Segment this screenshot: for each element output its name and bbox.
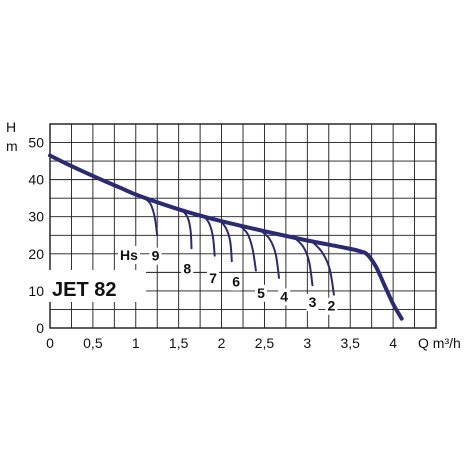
x-tick-label: 2: [218, 335, 226, 351]
curve-labels: 987 65 4 3 2: [149, 247, 338, 315]
suction-label-background: [278, 288, 291, 306]
suction-label-background: [306, 294, 319, 312]
suction-label-4: 4: [280, 288, 288, 304]
x-tick-label: 4: [389, 335, 397, 351]
x-tick-label: 0: [46, 335, 54, 351]
suction-curve-3: [293, 236, 314, 287]
suction-curve-2: [310, 240, 335, 296]
suction-label-6: 6: [232, 274, 240, 290]
chart-curves: [48, 153, 404, 321]
suction-label-background: [206, 269, 219, 287]
suction-label-2: 2: [327, 298, 335, 314]
model-label: JET 82: [52, 279, 116, 301]
x-tick-label: 3,5: [340, 335, 360, 351]
y-axis-label-unit: m: [6, 138, 18, 154]
x-tick-label: 1: [132, 335, 140, 351]
suction-curve-8: [182, 209, 193, 250]
suction-curve-7: [203, 215, 216, 257]
suction-curve-4: [259, 229, 280, 279]
x-tick-label: 3: [303, 335, 311, 351]
y-tick-label: 40: [28, 172, 44, 188]
suction-label-3: 3: [309, 294, 317, 310]
suction-curve-5: [237, 223, 257, 272]
x-tick-labels: 0 0,5 1 1,5 2 2,5 3 3,5 4: [46, 335, 397, 351]
suction-label-7: 7: [209, 270, 217, 286]
suction-label-background: [181, 260, 194, 278]
suction-label-9: 9: [152, 248, 160, 264]
suction-label-8: 8: [183, 261, 191, 277]
suction-label-background: [255, 284, 268, 302]
y-tick-label: 30: [28, 209, 44, 225]
suction-label-background: [325, 297, 338, 315]
y-tick-label: 50: [28, 135, 44, 151]
y-tick-label: 10: [28, 283, 44, 299]
y-tick-labels: 0 10 20 30 40 50: [28, 135, 44, 336]
suction-prefix-label: Hs: [120, 247, 138, 263]
x-axis-label: Q m³/h: [418, 335, 461, 351]
y-axis-label-h: H: [6, 119, 16, 135]
suction-prefix-background: [118, 246, 140, 264]
x-tick-label: 1,5: [169, 335, 189, 351]
main-performance-curve: [48, 153, 404, 321]
suction-label-background: [230, 273, 243, 291]
y-tick-label: 0: [36, 320, 44, 336]
x-tick-label: 0,5: [83, 335, 103, 351]
suction-label-background: [149, 247, 162, 265]
x-tick-label: 2,5: [255, 335, 275, 351]
suction-label-5: 5: [257, 285, 265, 301]
model-label-background: [46, 270, 146, 302]
y-tick-label: 20: [28, 246, 44, 262]
